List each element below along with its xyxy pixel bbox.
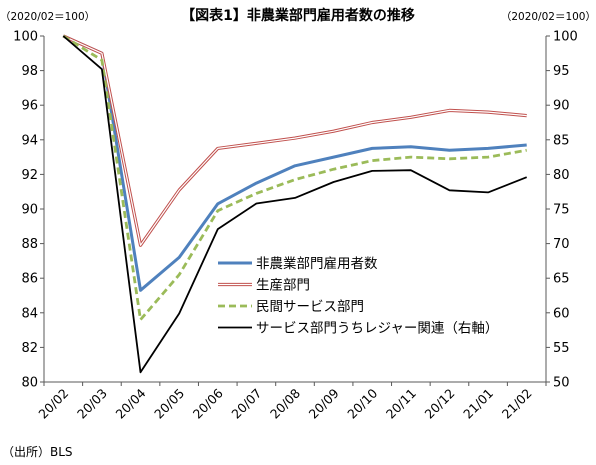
right-axis-unit: （2020/02＝100） — [501, 11, 596, 23]
x-tick-label: 20/03 — [74, 386, 110, 422]
series-1 — [62, 34, 527, 292]
right-tick-label: 90 — [553, 99, 570, 114]
series-line — [62, 34, 527, 292]
right-tick-label: 75 — [553, 203, 570, 218]
x-tick-label: 20/12 — [421, 386, 457, 422]
left-tick-label: 82 — [21, 341, 38, 356]
legend-item-2: 生産部門 — [218, 278, 310, 294]
left-tick-label: 92 — [21, 168, 38, 183]
legend-label: 生産部門 — [256, 278, 310, 294]
left-tick-label: 84 — [21, 306, 38, 321]
legend-label: サービス部門うちレジャー関連（右軸） — [256, 321, 498, 337]
left-axis-unit: （2020/02＝100） — [0, 11, 95, 23]
right-tick-label: 80 — [553, 168, 570, 183]
left-tick-label: 98 — [21, 64, 38, 79]
series-line-inner — [63, 35, 527, 246]
legend-item-3: 民間サービス部門 — [218, 299, 364, 315]
x-tick-label: 20/06 — [190, 385, 226, 421]
x-tick-label: 20/05 — [151, 386, 187, 422]
legend-item-1: 非農業部門雇用者数 — [218, 255, 378, 272]
right-tick-label: 55 — [553, 341, 570, 356]
series-4 — [62, 35, 528, 374]
series-lines — [62, 34, 528, 374]
x-tick-label: 20/07 — [228, 386, 264, 422]
left-tick-label: 86 — [21, 272, 38, 287]
right-tick-label: 95 — [553, 64, 570, 79]
x-tick-label: 20/11 — [383, 386, 419, 422]
left-tick-label: 96 — [21, 99, 38, 114]
right-tick-label: 50 — [553, 376, 570, 391]
series-2 — [62, 34, 527, 247]
right-tick-label: 60 — [553, 306, 570, 321]
x-tick-label: 20/02 — [35, 386, 71, 422]
left-tick-label: 94 — [21, 133, 38, 148]
source-note: （出所）BLS — [2, 445, 73, 459]
x-tick-label: 21/02 — [499, 386, 535, 422]
legend-label: 民間サービス部門 — [256, 299, 364, 315]
right-tick-label: 70 — [553, 237, 570, 252]
x-tick-label: 20/09 — [306, 385, 342, 421]
series-line — [62, 34, 527, 323]
legend-item-4: サービス部門うちレジャー関連（右軸） — [218, 321, 498, 337]
x-tick-label: 20/04 — [113, 385, 149, 421]
chart-title: 【図表1】非農業部門雇用者数の推移 — [181, 7, 415, 24]
left-tick-label: 80 — [21, 376, 38, 391]
x-tick-label: 21/01 — [460, 386, 496, 422]
series-line-outer — [62, 34, 527, 247]
series-3 — [62, 34, 527, 323]
x-tick-label: 20/10 — [344, 385, 380, 421]
right-tick-label: 100 — [553, 30, 578, 45]
axes: 80 82 84 86 88 90 92 94 96 98 100 50 55 60 65 70 75 80 85 9… — [13, 30, 578, 422]
right-tick-label: 85 — [553, 133, 570, 148]
left-tick-label: 88 — [21, 237, 38, 252]
x-tick-label: 20/08 — [267, 385, 303, 421]
legend-label: 非農業部門雇用者数 — [256, 255, 378, 272]
left-tick-label: 100 — [13, 30, 38, 45]
left-tick-label: 90 — [21, 203, 38, 218]
right-tick-label: 65 — [553, 272, 570, 287]
series-line — [62, 35, 528, 374]
